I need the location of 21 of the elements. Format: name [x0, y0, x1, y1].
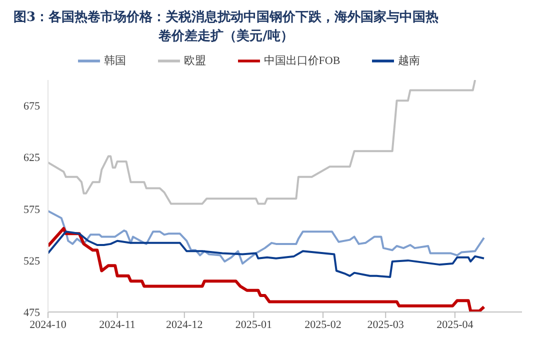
- legend-label: 韩国: [104, 54, 126, 67]
- x-tick-label: 2025-02: [304, 318, 342, 331]
- y-tick-label: 575: [24, 204, 40, 216]
- chart-title: 图3：各国热卷市场价格：关税消息扰动中国钢价下跌，海外国家与中国热卷价差走扩（美元/吨）: [12, 8, 440, 46]
- legend-label: 越南: [398, 54, 420, 67]
- x-tick-label: 2025-04: [436, 318, 474, 331]
- legend-label: 中国出口价FOB: [264, 54, 340, 67]
- y-tick-label: 625: [24, 152, 40, 164]
- x-tick-label: 2025-01: [235, 318, 272, 331]
- y-tick-label: 525: [24, 255, 40, 268]
- line-series: [48, 226, 486, 312]
- x-tick-label: 2024-11: [99, 318, 136, 331]
- y-tick-label: 675: [24, 100, 40, 113]
- y-tick-label: 475: [24, 306, 40, 319]
- line-series: [48, 210, 485, 265]
- x-tick-label: 2024-10: [30, 318, 67, 331]
- x-tick-label: 2024-12: [166, 318, 203, 331]
- legend-label: 欧盟: [184, 54, 206, 67]
- line-series: [48, 230, 485, 278]
- x-tick-label: 2025-03: [367, 318, 404, 331]
- line-series: [48, 80, 476, 205]
